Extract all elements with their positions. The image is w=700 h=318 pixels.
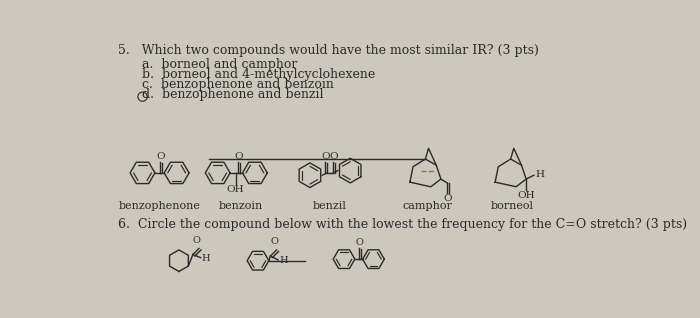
Text: O: O — [193, 236, 201, 245]
Text: 6.  Circle the compound below with the lowest the frequency for the C=O stretch?: 6. Circle the compound below with the lo… — [118, 218, 687, 231]
Text: O: O — [156, 152, 164, 161]
Text: O: O — [444, 195, 452, 204]
Text: c.  benzophenone and benzoin: c. benzophenone and benzoin — [141, 78, 334, 91]
Text: b.  borneol and 4-methylcyclohexene: b. borneol and 4-methylcyclohexene — [141, 68, 375, 81]
Text: H: H — [202, 254, 210, 263]
Text: OH: OH — [517, 191, 535, 200]
Text: O: O — [270, 237, 278, 246]
Text: OH: OH — [227, 185, 244, 194]
Text: 5.   Which two compounds would have the most similar IR? (3 pts): 5. Which two compounds would have the mo… — [118, 44, 540, 57]
Text: benzophenone: benzophenone — [118, 201, 200, 211]
Text: benzoin: benzoin — [219, 201, 263, 211]
Text: d.  benzophenone and benzil: d. benzophenone and benzil — [141, 88, 323, 101]
Text: O: O — [234, 152, 243, 161]
Text: a.  borneol and camphor: a. borneol and camphor — [141, 58, 297, 71]
Text: H: H — [279, 256, 288, 265]
Text: O: O — [330, 152, 338, 161]
Text: borneol: borneol — [491, 201, 533, 211]
Text: camphor: camphor — [402, 201, 452, 211]
Text: H: H — [536, 170, 545, 179]
Text: O: O — [321, 152, 330, 161]
Text: benzil: benzil — [313, 201, 347, 211]
Text: O: O — [356, 238, 363, 247]
